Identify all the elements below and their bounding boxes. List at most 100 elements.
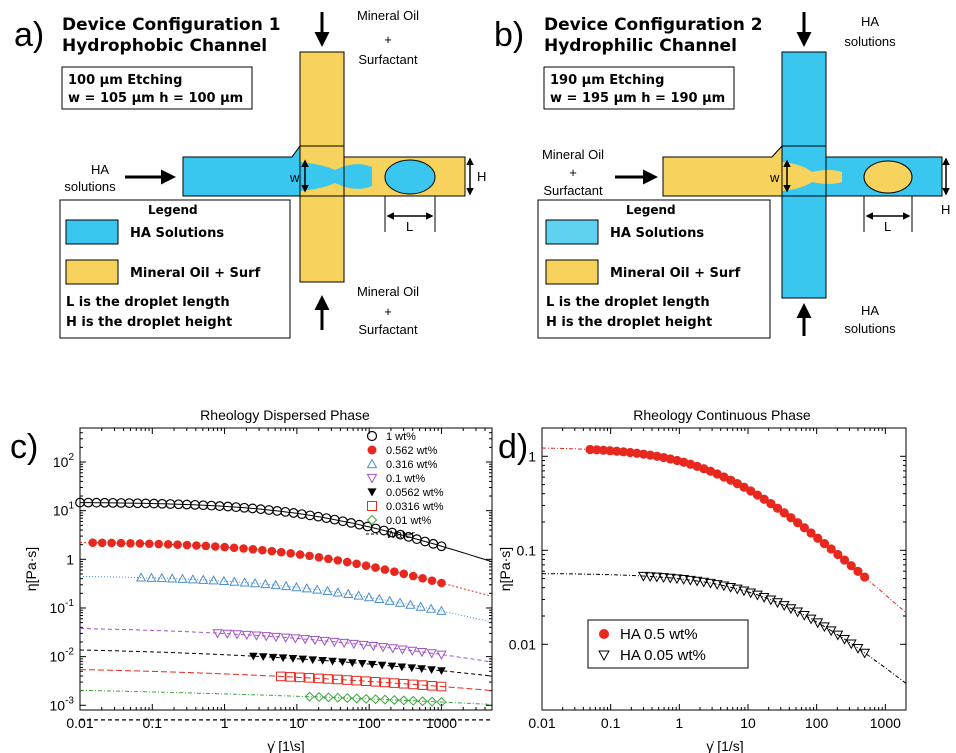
series-0 [75,497,493,563]
fit-line [541,573,907,684]
data-point [192,541,201,550]
data-point [397,663,407,672]
data-point [328,657,337,666]
data-point [309,636,321,646]
data-point [333,556,343,565]
data-point [405,599,416,609]
x-tick-label: 0.1 [601,715,621,731]
data-point [261,632,272,642]
data-point [353,590,364,600]
data-point [415,601,426,611]
y-tick-label: 102 [53,452,75,470]
data-point [417,680,428,690]
data-point [397,645,408,655]
data-point [343,588,354,598]
data-point [229,543,239,553]
data-point [751,590,763,601]
y-tick-label: 0.1 [517,542,537,558]
data-point [426,649,437,659]
data-point [342,675,352,685]
y-tick-label: 101 [53,501,75,519]
data-point [752,490,763,500]
panel-b-etch-box [543,66,735,110]
panel-b-top-label-2: solutions [844,34,896,49]
panel-b-bottom-label-1: HA [861,303,879,318]
data-point [390,567,399,576]
legend-marker [366,514,378,526]
data-point [437,578,446,588]
data-point [97,538,107,548]
x-tick-label: 10 [289,715,305,731]
data-point [314,692,325,703]
panel-a-bottom-label-2: + [384,304,392,319]
data-point [384,595,395,605]
y-tick-label: 1 [66,551,74,567]
data-point [229,576,240,586]
chart-c-xlabel: γ̇ [1\s] [267,738,304,753]
panel-a-title2: Hydrophobic Channel [62,36,267,56]
data-point [379,677,390,688]
legend-marker [366,430,378,442]
data-point [249,577,261,588]
panel-b-title2: Hydrophilic Channel [544,36,737,56]
panel-a-inlet-channel [182,144,301,197]
data-point [324,554,333,564]
x-tick-label: 0.01 [66,715,93,731]
fit-line [79,689,493,705]
panel-a: a) Device Configuration 1 Hydrophobic Ch… [14,8,486,339]
panel-b-legend-title: Legend [626,203,676,217]
data-point [592,445,602,455]
panel-a-etch2: w = 105 μm h = 100 μm [68,91,243,106]
data-point [348,659,357,667]
panel-b-note-l: L is the droplet length [546,295,710,310]
panel-a-legend-ha: HA Solutions [130,226,224,241]
data-point [779,508,789,518]
data-point [389,694,400,705]
data-point [766,499,776,509]
panel-b-inlet-channel [662,144,783,197]
data-point [408,571,418,581]
data-point [417,696,428,707]
chart-c-title: Rheology Dispersed Phase [200,407,370,423]
data-point [684,575,696,586]
data-point [286,549,295,558]
panel-b-etch2: w = 195 μm h = 190 μm [550,91,725,106]
data-point [304,673,314,683]
panel-b-letter: b) [494,16,524,54]
data-point [267,546,277,556]
legend-marker [367,501,377,511]
data-point [813,533,823,543]
data-point [210,542,220,551]
data-point [605,446,615,456]
legend-label: 0.562 wt% [386,445,438,457]
legend-marker [366,473,378,484]
data-point [338,638,350,649]
data-point [819,538,830,549]
panel-b-top-label-1: HA [861,14,879,29]
legend: 1 wt% 0.562 wt% 0.316 wt% 0.1 wt% 0.0562 wt%… [366,430,444,541]
data-point [338,658,347,667]
data-point [718,581,730,592]
data-point [182,540,192,550]
data-point [300,635,311,645]
data-point [427,666,436,675]
x-tick-label: 1 [221,715,229,731]
data-point [332,587,344,597]
panel-a-l-label: L [406,219,413,234]
data-point [436,697,447,708]
data-point [291,581,302,592]
data-point [280,633,291,643]
data-point [201,541,211,551]
data-point [598,445,608,455]
data-point [351,675,362,686]
data-point [436,650,447,660]
data-point [198,574,209,584]
series-6 [79,689,493,708]
data-point [342,557,352,567]
data-point [407,646,418,656]
data-point [852,644,864,654]
legend-marker [367,488,377,497]
data-point [625,447,635,458]
data-point [618,447,629,457]
legend-label: 0.1 wt% [386,473,425,485]
